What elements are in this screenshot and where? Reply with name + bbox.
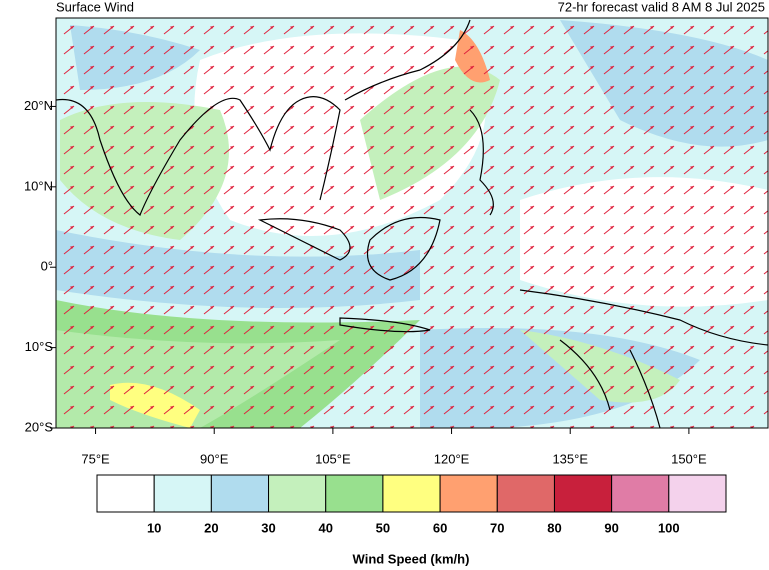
map-frame — [55, 17, 769, 429]
colorbar-tick-label: 80 — [547, 520, 561, 535]
colorbar-tick-label: 100 — [658, 520, 680, 535]
x-tick-label: 75°E — [81, 451, 110, 466]
colorbar-swatch — [496, 474, 555, 513]
colorbar-swatch — [268, 474, 327, 513]
x-tick-label: 135°E — [552, 451, 588, 466]
colorbar-swatch — [210, 474, 270, 513]
y-tick-label: 20°S — [25, 419, 54, 434]
colorbar-tick-label: 30 — [261, 520, 275, 535]
map-title: Surface Wind — [56, 0, 134, 14]
map-subtitle: 72-hr forecast valid 8 AM 8 Jul 2025 — [558, 0, 765, 14]
x-tick-label: 105°E — [315, 451, 351, 466]
wind-field — [56, 18, 768, 428]
colorbar-swatch — [382, 474, 441, 513]
colorbar-swatch — [439, 474, 498, 513]
y-tick-label: 20°N — [24, 98, 53, 113]
colorbar-swatch — [611, 474, 670, 513]
colorbar-tick-label: 50 — [376, 520, 390, 535]
colorbar-tick-label: 60 — [433, 520, 447, 535]
colorbar-swatch — [668, 474, 727, 513]
colorbar-swatch — [153, 474, 212, 513]
colorbar-tick-label: 70 — [490, 520, 504, 535]
colorbar-tick-label: 10 — [147, 520, 161, 535]
x-tick-label: 120°E — [434, 451, 470, 466]
colorbar-swatch — [96, 474, 155, 513]
colorbar-swatch — [325, 474, 384, 513]
x-tick-label: 150°E — [671, 451, 707, 466]
y-tick-label: 10°N — [24, 178, 53, 193]
y-tick-label: 0° — [41, 259, 53, 274]
colorbar-label: Wind Speed (km/h) — [353, 551, 470, 566]
y-tick-label: 10°S — [25, 339, 54, 354]
colorbar-tick-label: 40 — [318, 520, 332, 535]
x-tick-label: 90°E — [200, 451, 229, 466]
colorbar-tick-label: 20 — [204, 520, 218, 535]
colorbar-tick-label: 90 — [604, 520, 618, 535]
colorbar-swatch — [553, 474, 613, 513]
